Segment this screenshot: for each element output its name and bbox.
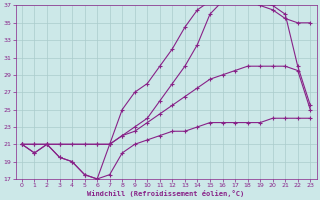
X-axis label: Windchill (Refroidissement éolien,°C): Windchill (Refroidissement éolien,°C) — [87, 190, 245, 197]
